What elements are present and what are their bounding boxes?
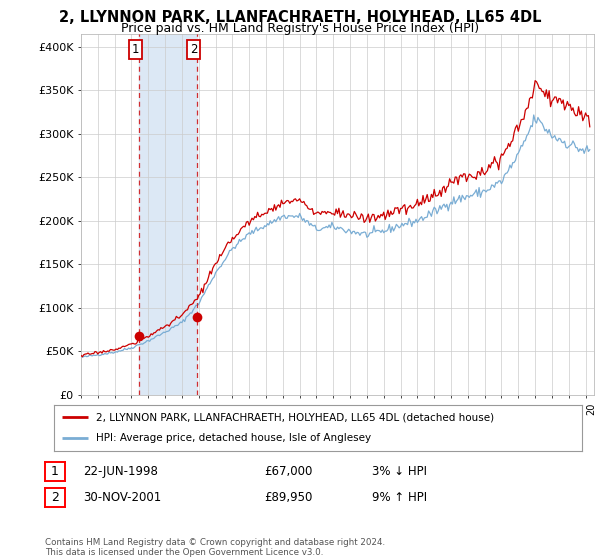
- Text: £89,950: £89,950: [264, 491, 313, 504]
- Text: 22-JUN-1998: 22-JUN-1998: [83, 465, 158, 478]
- Text: 2, LLYNNON PARK, LLANFACHRAETH, HOLYHEAD, LL65 4DL: 2, LLYNNON PARK, LLANFACHRAETH, HOLYHEAD…: [59, 10, 541, 25]
- Text: 3% ↓ HPI: 3% ↓ HPI: [372, 465, 427, 478]
- Text: 2, LLYNNON PARK, LLANFACHRAETH, HOLYHEAD, LL65 4DL (detached house): 2, LLYNNON PARK, LLANFACHRAETH, HOLYHEAD…: [96, 412, 494, 422]
- Text: 30-NOV-2001: 30-NOV-2001: [83, 491, 161, 504]
- Text: Price paid vs. HM Land Registry's House Price Index (HPI): Price paid vs. HM Land Registry's House …: [121, 22, 479, 35]
- Text: 1: 1: [51, 465, 59, 478]
- Bar: [139, 34, 197, 395]
- Text: Contains HM Land Registry data © Crown copyright and database right 2024.
This d: Contains HM Land Registry data © Crown c…: [45, 538, 385, 557]
- Text: 2: 2: [190, 43, 197, 57]
- Text: 2: 2: [51, 491, 59, 504]
- Text: HPI: Average price, detached house, Isle of Anglesey: HPI: Average price, detached house, Isle…: [96, 433, 371, 444]
- Text: £67,000: £67,000: [264, 465, 313, 478]
- Text: 1: 1: [132, 43, 139, 57]
- Text: 9% ↑ HPI: 9% ↑ HPI: [372, 491, 427, 504]
